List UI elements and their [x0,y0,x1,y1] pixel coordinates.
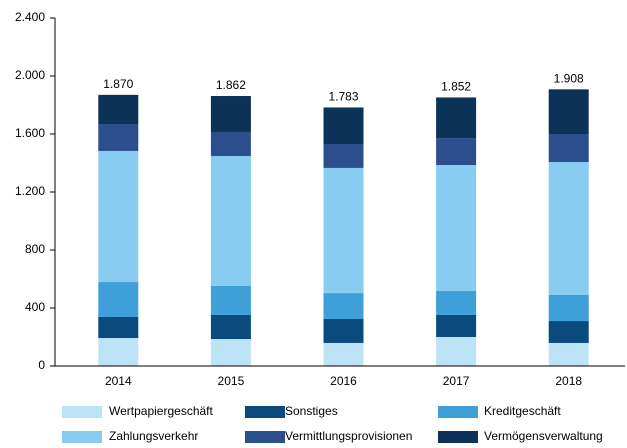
bar-segment [98,123,139,151]
bar-segment [323,107,364,145]
total-label: 1.908 [554,72,584,86]
x-tick-label: 2016 [330,374,357,388]
legend-label: Vermittlungsprovisionen [285,429,412,443]
bar-segment [323,319,364,343]
total-label: 1.783 [328,90,358,104]
x-tick-label: 2015 [218,374,245,388]
legend-swatch [438,406,478,418]
legend-label: Sonstiges [285,404,338,418]
y-tick-label: 0 [38,358,45,372]
bar-segment [98,94,139,124]
total-label: 1.852 [441,80,471,94]
legend-label: Zahlungsverkehr [109,429,198,443]
bar-segment [210,156,251,286]
bar-segment [210,131,251,157]
legend-swatch [245,406,285,418]
bar-segment [323,167,364,294]
bar-segment [323,293,364,320]
bar-segment [210,314,251,340]
bar-segment [548,161,589,295]
y-tick-label: 800 [25,242,45,256]
bar-segment [210,339,251,366]
bar-segment [98,150,139,283]
legend-label: Wertpapiergeschäft [109,404,214,418]
legend-label: Kreditgeschäft [484,404,561,418]
bar-segment [436,97,477,139]
bar-segment [323,144,364,168]
y-tick-label: 2.400 [15,10,45,24]
bar-segment [436,291,477,315]
x-tick-label: 2018 [555,374,582,388]
bar-segment [548,342,589,366]
bar-segment [98,316,139,339]
bar-segment [436,314,477,337]
legend-swatch [245,431,285,443]
x-tick-label: 2017 [443,374,470,388]
total-label: 1.862 [216,78,246,92]
bar-segment [436,138,477,166]
legend-swatch [62,406,102,418]
legend-swatch [438,431,478,443]
bar-segment [548,321,589,343]
bar-segment [548,294,589,322]
legend-swatch [62,431,102,443]
bar-segment [548,89,589,134]
bar-segment [98,338,139,366]
bar-segment [210,96,251,132]
y-tick-label: 2.000 [15,68,45,82]
bar-segment [436,165,477,292]
y-tick-label: 1.200 [15,184,45,198]
x-tick-label: 2014 [105,374,132,388]
bar-segment [548,134,589,162]
bar-segment [436,337,477,366]
bar-segment [98,282,139,317]
bar-segment [323,342,364,366]
y-tick-label: 400 [25,300,45,314]
bar-segment [210,285,251,315]
legend-label: Vermögensverwaltung [484,429,603,443]
y-tick-label: 1.600 [15,126,45,140]
total-label: 1.870 [103,77,133,91]
